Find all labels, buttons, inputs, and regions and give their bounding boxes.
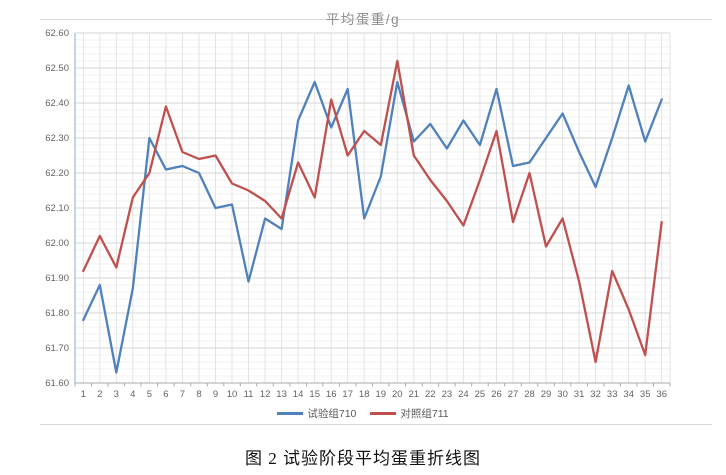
svg-text:19: 19 [376, 389, 387, 400]
svg-text:11: 11 [244, 389, 254, 400]
line-chart-plot: 61.60 61.70 61.80 61.90 62.00 62.10 62.20 62.30… [40, 19, 712, 425]
svg-text:62.40: 62.40 [45, 98, 69, 109]
svg-text:35: 35 [640, 389, 651, 400]
svg-text:62.20: 62.20 [45, 168, 69, 179]
svg-text:4: 4 [130, 389, 135, 400]
svg-text:8: 8 [196, 389, 201, 400]
svg-text:22: 22 [425, 389, 436, 400]
svg-text:20: 20 [392, 389, 403, 400]
svg-text:21: 21 [409, 389, 420, 400]
svg-text:28: 28 [524, 389, 535, 400]
svg-text:25: 25 [475, 389, 486, 400]
svg-text:2: 2 [97, 389, 102, 400]
figure-caption: 图 2 试验阶段平均蛋重折线图 [245, 449, 481, 468]
svg-text:30: 30 [557, 389, 568, 400]
svg-text:14: 14 [293, 389, 304, 400]
svg-text:7: 7 [180, 389, 185, 400]
egg-weight-chart: 平均蛋重/g 61.60 61.70 61.80 61.90 62.00 62.10 62.… [0, 12, 726, 425]
svg-text:10: 10 [227, 389, 238, 400]
svg-text:62.10: 62.10 [45, 203, 69, 214]
legend-item-control-group: 对照组711 [370, 406, 449, 421]
svg-text:13: 13 [276, 389, 287, 400]
svg-text:6: 6 [163, 389, 168, 400]
svg-text:3: 3 [114, 389, 119, 400]
legend-item-experimental-group: 试验组710 [277, 406, 356, 421]
svg-text:32: 32 [590, 389, 601, 400]
svg-text:62.60: 62.60 [45, 28, 69, 39]
svg-text:34: 34 [623, 389, 634, 400]
svg-text:31: 31 [574, 389, 585, 400]
svg-text:23: 23 [442, 389, 453, 400]
legend-line-swatch-red [370, 412, 397, 415]
svg-text:26: 26 [491, 389, 502, 400]
svg-text:61.80: 61.80 [45, 308, 69, 319]
legend-label: 对照组711 [400, 408, 449, 420]
svg-text:24: 24 [458, 389, 469, 400]
svg-text:16: 16 [326, 389, 337, 400]
svg-text:62.50: 62.50 [45, 63, 69, 74]
svg-text:5: 5 [147, 389, 152, 400]
svg-text:18: 18 [359, 389, 370, 400]
svg-text:62.00: 62.00 [45, 238, 69, 249]
svg-text:9: 9 [213, 389, 218, 400]
svg-text:15: 15 [309, 389, 320, 400]
chart-title: 平均蛋重/g [325, 12, 401, 27]
svg-text:62.30: 62.30 [45, 133, 69, 144]
legend-line-swatch-blue [277, 412, 304, 415]
svg-text:36: 36 [656, 389, 667, 400]
svg-text:61.90: 61.90 [45, 273, 69, 284]
svg-text:33: 33 [607, 389, 618, 400]
legend-label: 试验组710 [307, 408, 357, 420]
svg-text:61.60: 61.60 [45, 378, 69, 389]
svg-text:12: 12 [260, 389, 271, 400]
svg-text:1: 1 [81, 389, 86, 400]
svg-text:61.70: 61.70 [45, 343, 69, 354]
chart-legend: 试验组710 对照组711 [0, 406, 726, 421]
svg-text:29: 29 [541, 389, 552, 400]
svg-text:17: 17 [342, 389, 353, 400]
svg-text:27: 27 [508, 389, 519, 400]
